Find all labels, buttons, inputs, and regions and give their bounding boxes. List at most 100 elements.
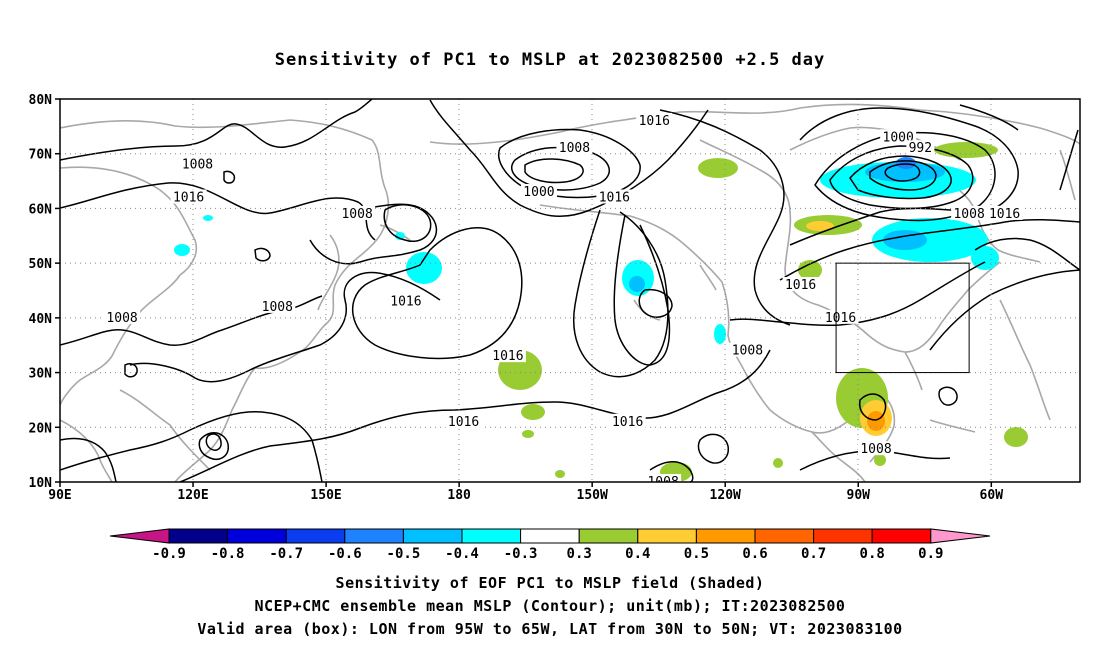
- colorbar-low-arrow: [109, 528, 170, 544]
- lon-tick-label: 90E: [48, 488, 71, 503]
- caption-shading: Sensitivity of EOF PC1 to MSLP field (Sh…: [335, 574, 765, 592]
- contour-label-bg: [387, 293, 424, 308]
- contour-label: 1008: [647, 475, 678, 490]
- contour-label: 1016: [612, 415, 643, 430]
- colorbar-segment: [402, 528, 463, 544]
- colorbar-label: 0.6: [742, 546, 767, 562]
- contour-label: 1016: [173, 190, 204, 205]
- lon-tick-label: 120W: [710, 488, 741, 503]
- colorbar-label: -0.7: [269, 546, 303, 562]
- contour-label-bg: [179, 156, 216, 171]
- lon-tick-label: 90W: [847, 488, 871, 503]
- colorbar-segment: [168, 528, 229, 544]
- contour-label-bg: [596, 189, 633, 204]
- contour-label-bg: [259, 298, 296, 313]
- colorbar-label: -0.6: [328, 546, 362, 562]
- contour-label: 992: [909, 141, 932, 156]
- contour-label-bg: [858, 441, 894, 456]
- lon-tick-label: 150W: [577, 488, 608, 503]
- contour-label-bg: [986, 205, 1023, 220]
- contour-label: 1008: [559, 141, 590, 156]
- contour-label-bg: [782, 277, 819, 292]
- lat-tick-label: 10N: [29, 476, 53, 491]
- lat-tick-label: 60N: [29, 202, 53, 217]
- contour-label: 1016: [989, 207, 1020, 222]
- contour-label-bg: [520, 184, 557, 199]
- colorbar-high-arrow: [930, 528, 991, 544]
- contour-label: 1016: [599, 190, 630, 205]
- contour-label: 1016: [825, 311, 856, 326]
- colorbar-label: 0.4: [625, 546, 650, 562]
- lon-tick-label: 60W: [980, 488, 1004, 503]
- colorbar: -0.9 -0.8 -0.7 -0.6 -0.5 -0.4 -0.3 0.3 0.4 0.5 0.6…: [109, 528, 991, 562]
- contour-label: 1016: [448, 415, 479, 430]
- contour-label-bg: [729, 342, 766, 357]
- contour-label: 1008: [182, 158, 213, 173]
- isobar-contours: [60, 99, 1080, 482]
- lat-tick-label: 80N: [29, 93, 53, 108]
- contour-label: 1008: [953, 207, 984, 222]
- contour-label: 1008: [341, 207, 372, 222]
- latitude-axis: 80N 70N 60N 50N 40N 30N 20N 10N: [29, 93, 60, 491]
- contour-label-bg: [489, 348, 526, 363]
- contour-label-bg: [645, 474, 682, 482]
- lat-tick-label: 70N: [29, 148, 53, 163]
- colorbar-segment: [344, 528, 404, 544]
- contour-label-bg: [170, 189, 207, 204]
- contour-label: 1016: [492, 349, 523, 364]
- colorbar-segment: [227, 528, 287, 544]
- contour-label-bg: [880, 129, 917, 144]
- colorbar-segment: [813, 528, 873, 544]
- lon-tick-label: 180: [447, 488, 471, 503]
- contour-label-bg: [609, 413, 646, 428]
- map-frame: [59, 98, 1081, 483]
- colorbar-label: -0.3: [504, 546, 538, 562]
- contour-label: 1008: [860, 442, 891, 457]
- colorbar-segment: [871, 528, 932, 544]
- contour-label-bg: [636, 112, 673, 127]
- contour-label-bg: [556, 140, 593, 155]
- colorbar-segment: [637, 528, 697, 544]
- contour-label: 1008: [106, 311, 137, 326]
- colorbar-label: -0.9: [152, 546, 186, 562]
- lat-tick-label: 20N: [29, 421, 53, 436]
- lon-tick-label: 150E: [310, 488, 341, 503]
- colorbar-segment: [754, 528, 815, 544]
- colorbar-label: 0.7: [801, 546, 826, 562]
- contour-label-bg: [339, 205, 376, 220]
- colorbar-label: 0.3: [567, 546, 592, 562]
- longitude-axis: 90E 120E 150E 180 150W 120W 90W 60W: [48, 482, 1003, 503]
- colorbar-label: -0.4: [445, 546, 479, 562]
- contour-label-bg: [906, 140, 935, 155]
- colorbar-label: 0.9: [918, 546, 943, 562]
- contour-label-bg: [445, 413, 482, 428]
- lon-tick-label: 120E: [177, 488, 208, 503]
- colorbar-segment: [520, 528, 580, 544]
- colorbar-segment: [461, 528, 522, 544]
- contour-label: 1016: [390, 294, 421, 309]
- colorbar-label: -0.8: [211, 546, 245, 562]
- contour-label-bg: [104, 309, 141, 324]
- colorbar-segment: [578, 528, 639, 544]
- contour-labels: 1008 1016 1008 1008 1008 1016 1008 1000 1016 1016…: [104, 112, 1023, 490]
- lat-tick-label: 30N: [29, 367, 53, 382]
- contour-label-bg: [951, 205, 988, 220]
- contour-label: 1016: [785, 278, 816, 293]
- contour-label: 1008: [732, 344, 763, 359]
- contour-label: 1000: [523, 185, 554, 200]
- colorbar-segment: [695, 528, 756, 544]
- valid-area-box: [835, 262, 970, 374]
- contour-label: 1016: [639, 114, 670, 129]
- lat-tick-label: 40N: [29, 312, 53, 327]
- chart-title: Sensitivity of PC1 to MSLP at 2023082500…: [274, 50, 826, 70]
- contour-label: 1000: [883, 130, 914, 145]
- graticule: [60, 99, 1080, 482]
- colorbar-label: 0.8: [860, 546, 885, 562]
- colorbar-segment: [285, 528, 346, 544]
- colorbar-label: 0.5: [684, 546, 709, 562]
- contour-label: 1008: [262, 300, 293, 315]
- contour-label-bg: [822, 309, 859, 324]
- caption-valid-area: Valid area (box): LON from 95W to 65W, L…: [197, 620, 903, 638]
- caption-contour: NCEP+CMC ensemble mean MSLP (Contour); u…: [254, 597, 846, 615]
